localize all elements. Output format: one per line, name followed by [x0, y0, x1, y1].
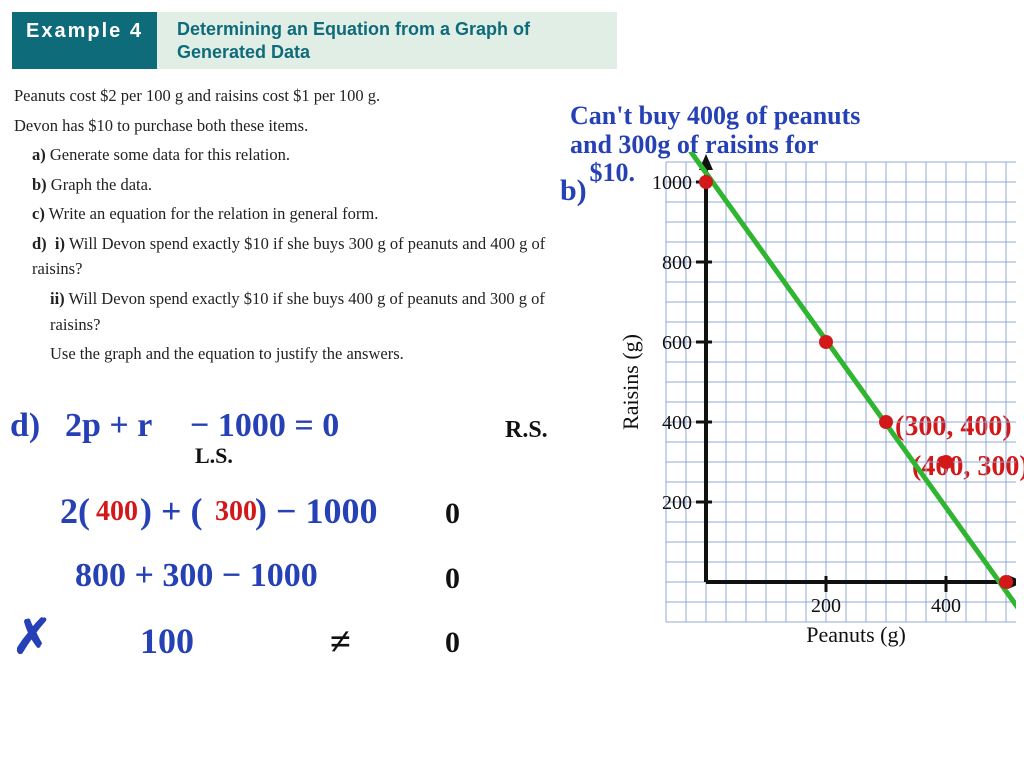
hand-neq: ≠ [330, 622, 351, 664]
svg-text:600: 600 [662, 332, 692, 354]
problem-d-ii-text: Will Devon spend exactly $10 if she buys… [50, 289, 545, 334]
hand-x-mark: ✗ [12, 612, 52, 665]
hand-p400: 400 [96, 497, 138, 528]
problem-intro-2: Devon has $10 to purchase both these ite… [14, 113, 574, 139]
problem-c: c) Write an equation for the relation in… [32, 201, 574, 227]
hand-line4: 100 [140, 622, 194, 662]
graph-svg: 200 400 200 400 600 800 1000 Peanuts (g) Raisins… [616, 152, 1016, 652]
hand-d-label: d) [10, 407, 40, 444]
svg-text:400: 400 [662, 412, 692, 434]
svg-text:Peanuts (g): Peanuts (g) [806, 622, 906, 647]
example-badge: Example 4 [12, 12, 157, 69]
hand-line2c: ) − 1000 [255, 492, 378, 532]
hand-line4z: 0 [445, 626, 460, 659]
svg-text:400: 400 [931, 595, 961, 617]
hand-b-label: b) [560, 174, 587, 207]
problem-a-text: Generate some data for this relation. [50, 145, 290, 164]
hand-rs: R.S. [505, 417, 548, 443]
svg-text:1000: 1000 [652, 172, 692, 194]
hand-eq1b: − 1000 = 0 [190, 407, 339, 444]
problem-b: b) Graph the data. [32, 172, 574, 198]
problem-d-tail: Use the graph and the equation to justif… [50, 341, 574, 367]
hand-line2z: 0 [445, 497, 460, 530]
svg-text:200: 200 [662, 492, 692, 514]
problem-d-ii: ii) Will Devon spend exactly $10 if she … [50, 286, 574, 337]
problem-intro-1: Peanuts cost $2 per 100 g and raisins co… [14, 83, 574, 109]
hand-line3z: 0 [445, 562, 460, 595]
example-title: Determining an Equation from a Graph of … [157, 12, 617, 69]
hand-line3: 800 + 300 − 1000 [75, 557, 318, 594]
hand-p300: 300 [215, 497, 257, 528]
graph: 200 400 200 400 600 800 1000 Peanuts (g) Raisins… [616, 152, 1016, 652]
hand-ls: L.S. [195, 444, 233, 468]
problem-d-i-text: Will Devon spend exactly $10 if she buys… [32, 234, 545, 279]
problem-text: Peanuts cost $2 per 100 g and raisins co… [14, 83, 574, 367]
problem-d-i: d) i) Will Devon spend exactly $10 if sh… [32, 231, 574, 282]
svg-text:200: 200 [811, 595, 841, 617]
hand-eq1a: 2p + r [65, 407, 152, 444]
problem-a: a) Generate some data for this relation. [32, 142, 574, 168]
svg-text:800: 800 [662, 252, 692, 274]
problem-c-text: Write an equation for the relation in ge… [49, 204, 379, 223]
hand-line2b: ) + ( [140, 492, 203, 532]
hand-line2a: 2( [60, 492, 90, 532]
example-header: Example 4 Determining an Equation from a… [12, 12, 1024, 69]
svg-text:Raisins (g): Raisins (g) [618, 334, 643, 430]
problem-b-text: Graph the data. [51, 175, 152, 194]
